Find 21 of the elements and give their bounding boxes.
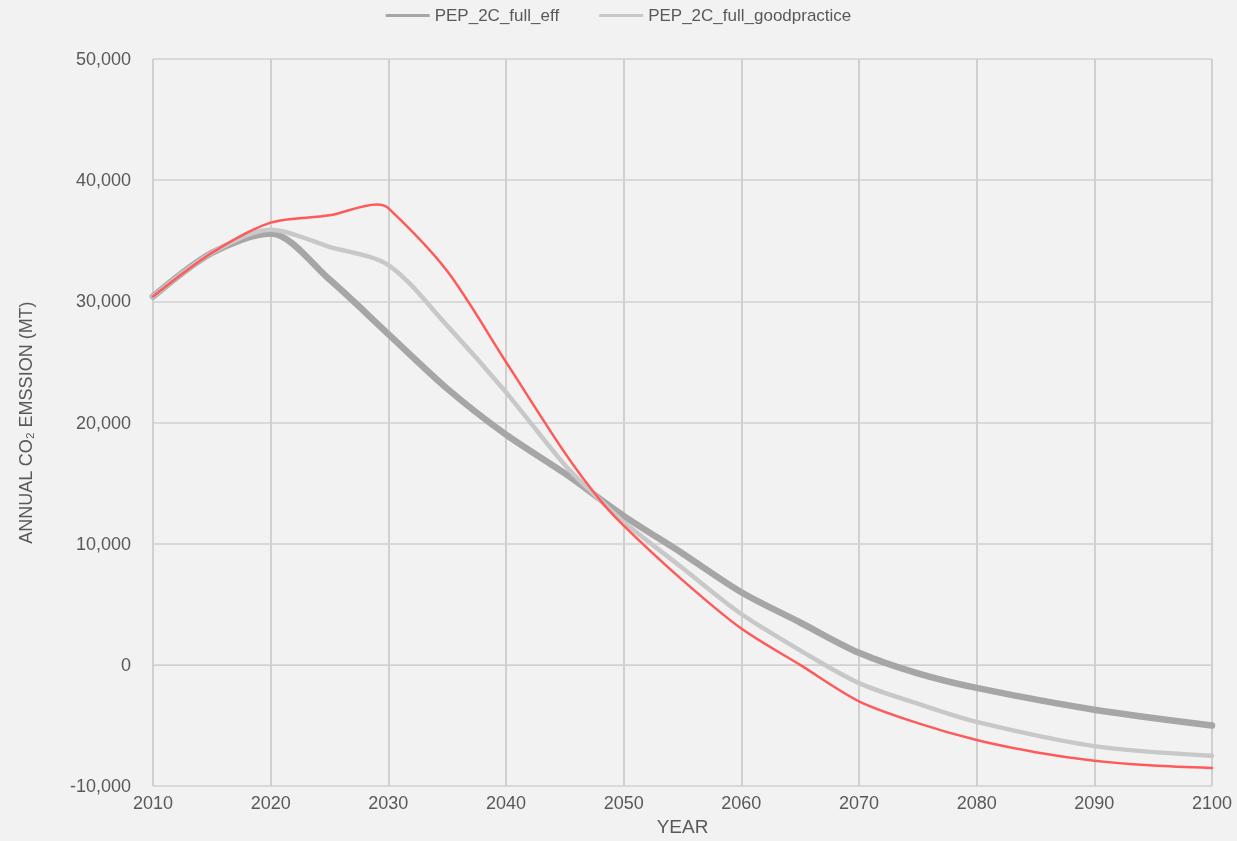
y-tick-label: 0 xyxy=(120,654,131,675)
y-tick-label: 20,000 xyxy=(75,412,131,433)
x-tick-label: 2040 xyxy=(485,793,527,814)
x-tick-label: 2010 xyxy=(132,793,174,814)
x-tick-label: 2100 xyxy=(1191,793,1233,814)
y-tick-label: 40,000 xyxy=(75,170,131,191)
x-tick-label: 2070 xyxy=(838,793,880,814)
x-tick-label: 2030 xyxy=(368,793,409,814)
y-tick-label: 10,000 xyxy=(75,533,131,554)
x-tick-label: 2060 xyxy=(721,793,762,814)
legend-label: PEP_2C_full_goodpractice xyxy=(648,6,852,25)
y-tick-label: -10,000 xyxy=(69,776,131,797)
y-tick-label: 30,000 xyxy=(75,291,131,312)
x-tick-label: 2080 xyxy=(956,793,997,814)
x-tick-label: 2050 xyxy=(603,793,644,814)
y-axis-title: ANNUAL CO₂ EMSSION (MT) xyxy=(16,301,36,544)
y-tick-label: 50,000 xyxy=(75,49,131,69)
x-axis-title: YEAR xyxy=(656,816,709,837)
x-tick-label: 2090 xyxy=(1074,793,1115,814)
x-tick-label: 2020 xyxy=(250,793,291,814)
legend-label: PEP_2C_full_eff xyxy=(434,6,560,25)
